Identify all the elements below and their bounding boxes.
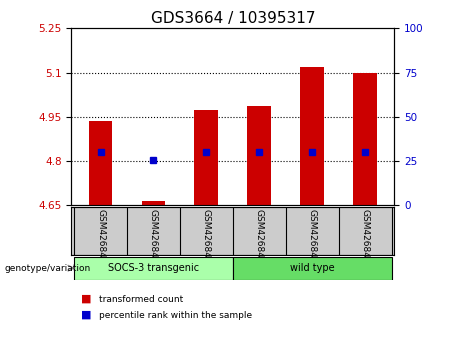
Bar (142, 201, 165, 205)
Title: GDS3664 / 10395317: GDS3664 / 10395317 (151, 11, 315, 26)
Text: GSM426840: GSM426840 (96, 210, 105, 264)
Bar (74, 257, 233, 280)
Text: ■: ■ (81, 310, 91, 320)
Text: GSM426845: GSM426845 (361, 210, 370, 264)
Text: GSM426844: GSM426844 (307, 210, 317, 264)
Bar (248, 107, 271, 205)
Text: transformed count: transformed count (99, 295, 183, 304)
Bar (89, 121, 112, 205)
Bar (195, 110, 218, 205)
Text: wild type: wild type (290, 263, 335, 273)
Text: GSM426841: GSM426841 (149, 210, 158, 264)
Bar (353, 73, 377, 205)
Text: genotype/variation: genotype/variation (5, 264, 91, 273)
Text: ■: ■ (81, 294, 91, 304)
Text: SOCS-3 transgenic: SOCS-3 transgenic (108, 263, 199, 273)
Bar (233, 257, 391, 280)
Text: GSM426842: GSM426842 (202, 210, 211, 264)
Text: GSM426843: GSM426843 (255, 210, 264, 264)
Bar (300, 67, 324, 205)
Text: percentile rank within the sample: percentile rank within the sample (99, 310, 252, 320)
